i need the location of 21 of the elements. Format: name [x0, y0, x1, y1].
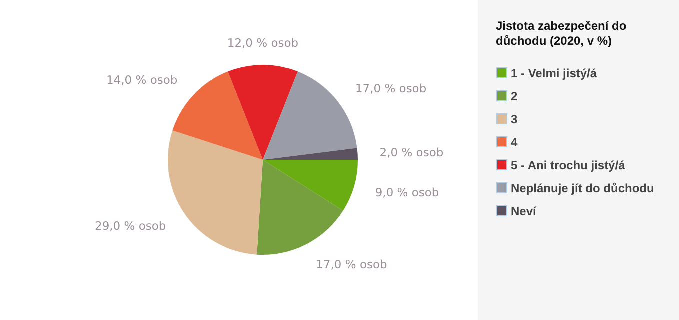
- legend-label: Neplánuje jít do důchodu: [511, 182, 654, 196]
- data-label: 14,0 % osob: [106, 72, 178, 87]
- data-label: 2,0 % osob: [380, 146, 444, 160]
- pie-slice: [263, 72, 358, 160]
- pie-slice: [263, 160, 358, 211]
- legend-label: Neví: [511, 204, 538, 218]
- data-label: 9,0 % osob: [375, 186, 440, 200]
- legend-label: 5 - Ani trochu jistý/á: [511, 158, 626, 172]
- pie-slice: [263, 148, 358, 160]
- legend-label: 3: [511, 112, 518, 126]
- legend-label: 2: [511, 90, 518, 104]
- pie-slice: [228, 65, 298, 160]
- data-label: 17,0 % osob: [355, 81, 427, 96]
- pie-slice: [257, 160, 344, 255]
- data-label: 12,0 % osob: [227, 36, 299, 50]
- pie-slice: [168, 130, 263, 255]
- legend-label: 1 - Velmi jistý/á: [511, 66, 598, 80]
- data-label: 17,0 % osob: [316, 257, 388, 272]
- legend-title: Jistota zabezpečení do důchodu (2020, v %): [496, 19, 627, 48]
- legend-label: 4: [511, 136, 518, 150]
- data-label: 29,0 % osob: [95, 218, 166, 233]
